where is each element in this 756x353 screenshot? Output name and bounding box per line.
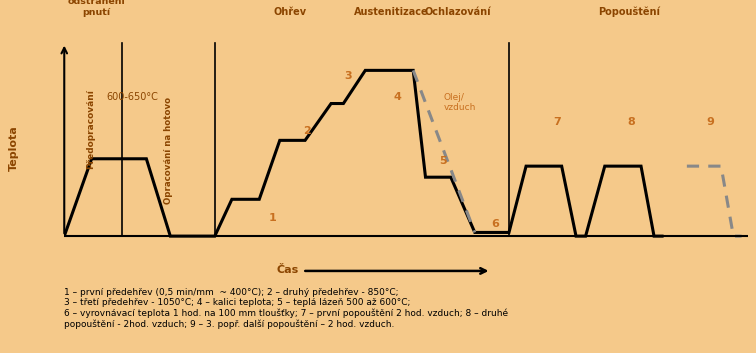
Text: 5: 5 [439, 156, 447, 166]
Text: Opracování na hotovo: Opracování na hotovo [164, 96, 173, 204]
Text: 600-650°C: 600-650°C [107, 92, 159, 102]
Text: Ochlazování: Ochlazování [424, 7, 491, 17]
Text: Austenitizace: Austenitizace [354, 7, 429, 17]
Text: Předopracování: Předopracování [86, 89, 95, 169]
Text: Teplota: Teplota [8, 125, 19, 171]
Text: Popouštění: Popouštění [598, 6, 660, 17]
Text: Žíhání na
odstranění
pnutí: Žíhání na odstranění pnutí [68, 0, 125, 17]
Text: Čas: Čas [276, 265, 299, 275]
Text: 7: 7 [553, 118, 561, 127]
Text: 3: 3 [345, 71, 352, 81]
Text: 1 – první předehřev (0,5 min/mm  ~ 400°C); 2 – druhý předehřev - 850°C;
3 – třet: 1 – první předehřev (0,5 min/mm ~ 400°C)… [64, 288, 508, 329]
Text: 6: 6 [491, 219, 499, 229]
Text: Ohřev: Ohřev [274, 7, 307, 17]
Text: 9: 9 [707, 118, 714, 127]
Text: Olej/
vzduch: Olej/ vzduch [444, 93, 476, 112]
Text: 2: 2 [303, 126, 311, 136]
Text: 8: 8 [627, 118, 634, 127]
Text: 1: 1 [269, 213, 277, 223]
Text: 4: 4 [394, 92, 401, 102]
